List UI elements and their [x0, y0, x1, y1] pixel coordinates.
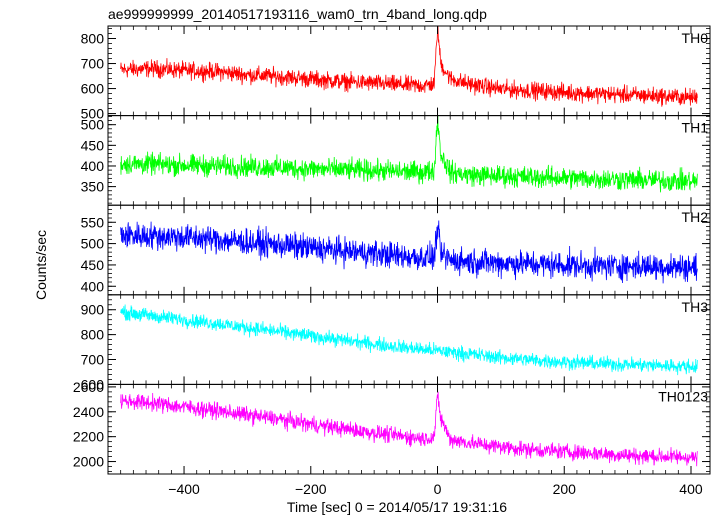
x-tick-label: −200 [295, 481, 327, 497]
y-tick-label: 800 [81, 327, 105, 343]
panel-th0123: 2000 2200 2400 2600 TH0123 [73, 379, 711, 475]
y-tick-label: 700 [81, 56, 105, 72]
series-line-th0123 [120, 391, 698, 467]
series-line-th0 [120, 26, 698, 107]
panel-frame [107, 294, 711, 385]
series-line-th3 [120, 304, 698, 376]
y-tick-label: 900 [81, 302, 105, 318]
y-tick-label: 600 [81, 376, 105, 392]
panel-th0: 500 600 700 800 TH0 [81, 25, 711, 122]
y-tick-label: 500 [81, 106, 105, 122]
y-tick-label: 700 [81, 352, 105, 368]
panel-label-th3: TH3 [682, 299, 709, 315]
panel-frame [107, 204, 711, 296]
y-tick-label: 400 [81, 278, 105, 294]
panel-label-th0: TH0 [682, 30, 709, 46]
y-axis-label: Counts/sec [33, 230, 49, 300]
y-tick-label: 500 [81, 117, 105, 133]
panel-th1: 350 400 450 500 TH1 [81, 115, 711, 206]
x-tick-label: 200 [553, 481, 577, 497]
x-tick-labels: −400 −200 0 200 400 [168, 481, 703, 497]
y-tick-label: 550 [81, 214, 105, 230]
panel-th2: 400 450 500 550 TH2 [81, 204, 711, 296]
y-tick-label: 450 [81, 257, 105, 273]
chart-title: ae999999999_20140517193116_wam0_trn_4ban… [108, 6, 487, 22]
x-tick-label: 400 [679, 481, 703, 497]
x-tick-label: −400 [168, 481, 200, 497]
y-tick-label: 2600 [73, 379, 104, 395]
y-tick-label: 2200 [73, 429, 104, 445]
x-axis-label: Time [sec] 0 = 2014/05/17 19:31:16 [287, 499, 507, 515]
y-tick-label: 600 [81, 81, 105, 97]
panel-label-th0123: TH0123 [658, 388, 708, 404]
x-tick-label: 0 [434, 481, 442, 497]
panel-frame [107, 383, 711, 475]
y-tick-label: 2000 [73, 454, 104, 470]
panel-th3: 600 700 800 900 TH3 [81, 294, 711, 392]
y-tick-label: 800 [81, 31, 105, 47]
series-line-th2 [120, 220, 698, 284]
panel-label-th2: TH2 [682, 209, 709, 225]
y-tick-label: 350 [81, 179, 105, 195]
y-tick-label: 450 [81, 137, 105, 153]
y-tick-label: 500 [81, 236, 105, 252]
series-line-th1 [120, 115, 698, 193]
panel-label-th1: TH1 [682, 120, 709, 136]
y-tick-label: 2400 [73, 404, 104, 420]
y-tick-label: 400 [81, 158, 105, 174]
